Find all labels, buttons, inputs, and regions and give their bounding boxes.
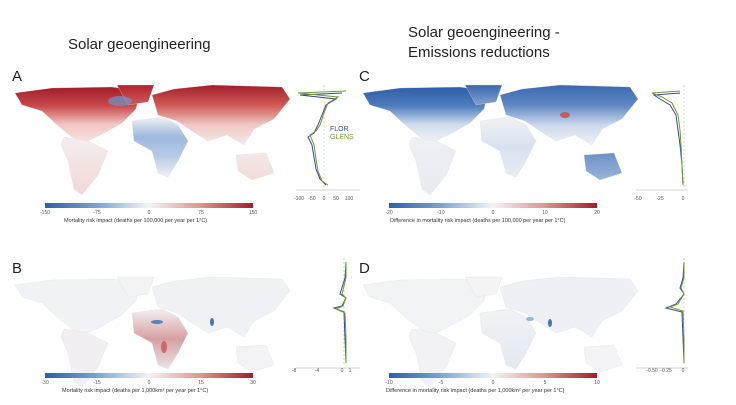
colorbar-c-tick: 10	[542, 210, 548, 216]
landmass-au	[235, 152, 275, 181]
landmass-na	[362, 86, 489, 144]
landmass-eu	[499, 276, 639, 338]
impact-hotspot	[526, 317, 534, 321]
map-panel-a	[14, 84, 291, 196]
colorbar-a-tick: -75	[93, 210, 101, 216]
glens-line	[334, 262, 347, 363]
colorbar-a	[45, 203, 253, 208]
legend-flor: FLOR	[330, 126, 349, 133]
landmass-af	[479, 308, 537, 370]
panel-label-c: C	[359, 68, 370, 85]
impact-hotspot	[210, 318, 214, 326]
map-panel-b	[14, 276, 291, 388]
profile-d-tick: 0	[681, 368, 685, 374]
latitude-profile-d	[636, 258, 688, 369]
colorbar-c	[389, 203, 597, 208]
map-panel-c	[362, 84, 639, 196]
landmass-eu	[151, 84, 291, 146]
impact-hotspot	[151, 320, 163, 324]
landmass-gl	[464, 276, 503, 298]
colorbar-a-tick: 150	[248, 210, 258, 216]
profile-c-tick: 0	[681, 196, 685, 202]
colorbar-caption-a: Mortality risk impact (deaths per 100,00…	[64, 218, 208, 224]
flor-line	[299, 92, 343, 186]
landmass-gl	[116, 276, 155, 298]
landmass-au	[235, 344, 275, 373]
landmass-sa	[408, 136, 457, 196]
title-left: Solar geoengineering	[68, 36, 211, 53]
colorbar-a-tick: 75	[198, 210, 204, 216]
impact-hotspot	[108, 96, 132, 106]
profile-b-tick: 1	[348, 368, 352, 374]
panel-label-b: B	[12, 260, 23, 277]
profile-c-tick: -50	[634, 196, 642, 202]
profile-a-tick: 50	[333, 196, 339, 202]
latitude-profile-a	[296, 85, 360, 191]
colorbar-c-tick: 20	[594, 210, 600, 216]
profile-a-tick: 0	[322, 196, 326, 202]
landmass-sa	[60, 136, 109, 196]
colorbar-d	[389, 373, 597, 378]
colorbar-d-tick: -5	[438, 380, 444, 386]
latitude-profile-c	[636, 85, 688, 191]
colorbar-b	[45, 373, 253, 378]
landmass-na	[362, 278, 489, 336]
colorbar-d-tick: -10	[385, 380, 393, 386]
profile-b-tick: -4	[314, 368, 320, 374]
colorbar-c-tick: -10	[437, 210, 445, 216]
landmass-au	[583, 152, 623, 181]
profile-a-tick: -50	[308, 196, 316, 202]
landmass-au	[583, 344, 623, 373]
glens-line	[297, 90, 347, 186]
colorbar-caption-c: Difference in mortality risk impact (dea…	[390, 218, 566, 224]
profile-a-tick: -100	[293, 196, 305, 202]
landmass-af	[131, 116, 189, 178]
landmass-eu	[151, 276, 291, 338]
glens-line	[668, 262, 685, 363]
glens-line	[651, 90, 684, 186]
colorbar-b-tick: 15	[198, 380, 204, 386]
colorbar-b-tick: 30	[250, 380, 256, 386]
flor-line	[664, 261, 685, 364]
profile-d-tick: -0.50	[646, 368, 658, 374]
landmass-na	[14, 278, 141, 336]
impact-hotspot	[560, 112, 570, 118]
colorbar-b-tick: -30	[41, 380, 49, 386]
colorbar-a-tick: -150	[39, 210, 51, 216]
landmass-af	[479, 116, 537, 178]
colorbar-c-tick: -20	[385, 210, 393, 216]
legend-glens: GLENS	[330, 134, 354, 141]
landmass-sa	[60, 328, 109, 388]
impact-hotspot	[548, 319, 552, 327]
profile-b-tick: -8	[291, 368, 297, 374]
colorbar-caption-b: Mortality risk impact (deaths per 1,000k…	[62, 388, 209, 394]
colorbar-d-tick: 0	[491, 380, 495, 386]
title-right-line1: Solar geoengineering -	[408, 24, 560, 41]
landmass-af	[131, 308, 189, 370]
profile-d-tick: -0.25	[660, 368, 672, 374]
flor-line	[652, 92, 684, 186]
title-right-line2: Emissions reductions	[408, 44, 550, 61]
colorbar-c-tick: 0	[491, 210, 495, 216]
profile-c-tick: -25	[656, 196, 664, 202]
colorbar-d-tick: 10	[594, 380, 600, 386]
latitude-profile-b	[296, 258, 360, 369]
colorbar-b-tick: 0	[147, 380, 151, 386]
landmass-sa	[408, 328, 457, 388]
colorbar-d-tick: 5	[543, 380, 547, 386]
panel-label-a: A	[12, 68, 23, 85]
profile-b-tick: 0	[340, 368, 344, 374]
colorbar-a-tick: 0	[147, 210, 151, 216]
profile-a-tick: 100	[344, 196, 354, 202]
panel-label-d: D	[359, 260, 370, 277]
colorbar-b-tick: -15	[93, 380, 101, 386]
impact-hotspot	[161, 341, 167, 353]
landmass-na	[14, 86, 141, 144]
landmass-gl	[464, 84, 503, 106]
colorbar-caption-d: Difference in mortality risk impact (dea…	[386, 388, 565, 394]
map-panel-d	[362, 276, 639, 388]
